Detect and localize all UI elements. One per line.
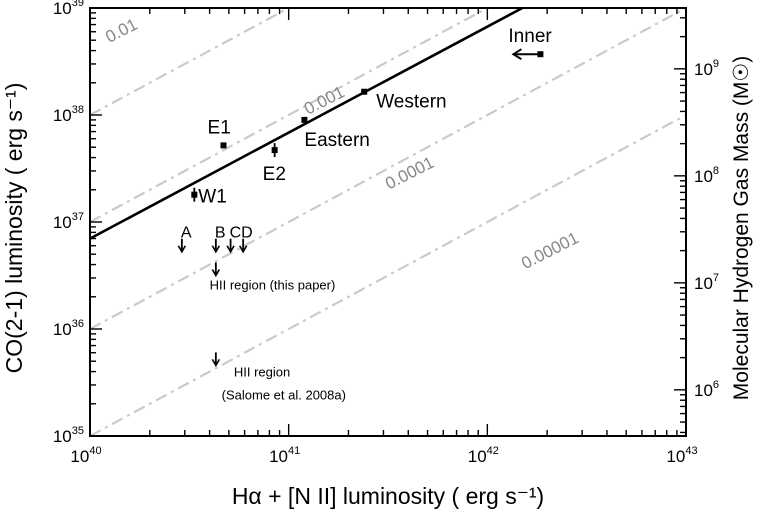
y2-tick-label: 108 xyxy=(694,165,719,186)
ratio-line-label: 0.01 xyxy=(102,15,140,47)
y-axis-label: CO(2-1) luminosity ( erg s⁻¹) xyxy=(1,83,27,374)
y-tick-label: 1036 xyxy=(53,318,84,339)
plot-frame xyxy=(89,7,687,437)
y-tick-label: 1039 xyxy=(53,0,84,18)
y-tick-label: 1038 xyxy=(53,104,84,125)
point-label: C xyxy=(230,225,242,242)
ratio-lines xyxy=(90,8,686,436)
upper-limit-arrow-head xyxy=(226,245,235,254)
point-label: A xyxy=(181,225,192,242)
axis-ticks xyxy=(89,8,686,437)
data-point xyxy=(361,88,368,95)
ratio-line xyxy=(90,8,686,330)
point-label: E2 xyxy=(263,164,286,185)
upper-limit-arrow-head xyxy=(211,358,221,367)
annotation: HII region xyxy=(234,364,290,379)
point-label: Western xyxy=(376,92,446,113)
y2-tick-label: 106 xyxy=(694,379,719,400)
upper-limit-arrow-head xyxy=(211,269,221,278)
y2-axis-label: Molecular Hydrogen Gas Mass (M☉) xyxy=(730,56,753,400)
x-tick-label: 1041 xyxy=(269,445,300,466)
point-label: W1 xyxy=(198,187,227,208)
ratio-line-label: 0.00001 xyxy=(518,228,581,273)
annotation: HII region (this paper) xyxy=(210,277,336,292)
fit-line xyxy=(90,8,523,240)
x-tick-label: 1042 xyxy=(468,445,499,466)
point-label: Inner xyxy=(508,26,552,47)
y2-tick-label: 107 xyxy=(694,272,719,293)
data-point xyxy=(220,142,227,149)
upper-limit-arrow-head xyxy=(177,245,187,254)
point-labels: Inner Western Eastern E1 E2 W1 A B C D xyxy=(181,26,553,242)
ratio-line xyxy=(90,114,686,436)
annotations: HII region (this paper) HII region (Salome… xyxy=(210,277,346,402)
point-label: B xyxy=(215,225,226,242)
fit-line-group xyxy=(90,8,523,240)
x-tick-label: 1043 xyxy=(666,445,697,466)
data-point xyxy=(301,116,308,123)
x-axis-label: Hα + [N II] luminosity ( erg s⁻¹) xyxy=(232,483,544,509)
point-label: D xyxy=(241,225,253,242)
y-tick-label: 1037 xyxy=(53,211,84,232)
upper-limit-arrow-head xyxy=(211,245,221,254)
upper-limit-arrow-head xyxy=(238,245,248,254)
annotation: (Salome et al. 2008a) xyxy=(222,387,346,402)
ratio-line-label: 0.0001 xyxy=(382,153,437,194)
data-points xyxy=(177,48,544,367)
point-label: E1 xyxy=(208,117,231,138)
y-tick-label: 1035 xyxy=(53,425,84,446)
tick-labels: 1040 1041 1042 1043 1035 1036 1037 1038 1039 106 1… xyxy=(53,0,719,466)
x-tick-label: 1040 xyxy=(70,445,101,466)
y2-tick-label: 109 xyxy=(694,58,719,79)
limit-arrow-head xyxy=(511,48,522,61)
point-label: Eastern xyxy=(304,130,369,151)
